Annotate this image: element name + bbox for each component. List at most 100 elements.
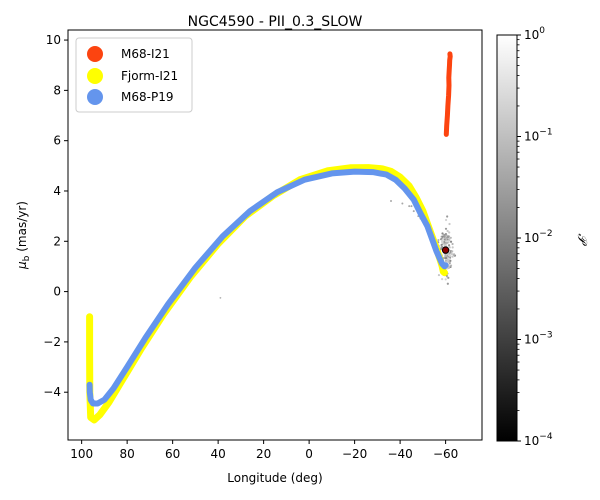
density-point <box>448 239 451 242</box>
x-tick-label: 100 <box>70 447 93 461</box>
density-point <box>451 246 454 249</box>
density-point <box>444 218 448 222</box>
legend-marker-fjorm-i21 <box>87 68 103 84</box>
density-point <box>441 235 444 238</box>
chart-title: NGC4590 - PII_0.3_SLOW <box>188 14 363 30</box>
density-point <box>447 276 450 279</box>
x-tick-label: −20 <box>342 447 367 461</box>
density-point <box>443 240 446 244</box>
density-point <box>450 252 453 255</box>
x-axis: 100 80 60 40 20 0 −20 −40 −60 <box>70 440 458 461</box>
x-tick-label: 80 <box>120 447 135 461</box>
density-point <box>451 242 454 246</box>
density-point <box>440 246 443 249</box>
density-point <box>445 256 448 260</box>
highlight-layer <box>441 246 450 254</box>
colorbar-tick-label: 10−2 <box>524 229 553 245</box>
density-point <box>447 235 450 239</box>
density-point <box>446 229 449 233</box>
density-point <box>401 202 404 205</box>
x-tick-label: 20 <box>256 447 271 461</box>
legend-marker-m68-p19 <box>87 89 103 105</box>
x-tick-label: −40 <box>387 447 412 461</box>
density-point <box>450 250 453 253</box>
density-point <box>390 200 393 203</box>
density-point <box>441 241 444 244</box>
legend-label-fjorm-i21: Fjorm-I21 <box>121 69 178 83</box>
y-axis-label-symbol: μ <box>15 261 29 270</box>
density-point <box>442 237 445 240</box>
legend-label-m68-i21: M68-I21 <box>121 47 170 61</box>
colorbar-label: 𝒫 <box>574 233 589 246</box>
x-tick-label: 60 <box>165 447 180 461</box>
density-point <box>448 261 451 264</box>
density-point <box>447 244 451 247</box>
legend-box <box>75 37 193 113</box>
y-tick-label: 4 <box>53 184 61 198</box>
density-point <box>446 258 449 261</box>
density-point <box>451 255 454 258</box>
x-axis-label: Longitude (deg) <box>227 471 322 485</box>
y-tick-label: 2 <box>53 234 61 248</box>
colorbar-gradient <box>496 34 518 442</box>
density-point <box>441 278 444 281</box>
x-tick-label: −60 <box>433 447 458 461</box>
density-point <box>444 278 447 281</box>
y-tick-label: −2 <box>43 335 61 349</box>
colorbar-tick-label: 100 <box>524 26 545 42</box>
colorbar-tick-label: 10−3 <box>524 331 553 347</box>
density-point <box>447 241 450 244</box>
highlight-point <box>441 246 450 254</box>
series-line-m68-p19 <box>86 168 449 407</box>
density-point <box>443 235 446 238</box>
density-point <box>446 215 449 218</box>
density-point <box>444 242 447 245</box>
density-point <box>446 282 449 285</box>
density-point <box>408 205 411 208</box>
density-point <box>449 254 452 257</box>
density-point <box>449 240 453 243</box>
y-axis-label-units: (mas/yr) <box>15 201 29 256</box>
density-point <box>448 222 451 226</box>
density-point <box>452 253 455 257</box>
density-point <box>447 253 450 256</box>
density-point <box>445 234 448 237</box>
density-point <box>448 246 451 249</box>
colorbar-tick-label: 10−1 <box>524 128 553 144</box>
y-tick-label: 8 <box>53 83 61 97</box>
density-point <box>441 232 444 235</box>
legend-marker-m68-i21 <box>87 46 103 62</box>
density-point <box>437 238 440 242</box>
series-layer <box>86 51 453 424</box>
legend: M68-I21 Fjorm-I21 M68-P19 <box>75 37 193 113</box>
x-tick-label: 40 <box>210 447 225 461</box>
colorbar: 10−4 10−3 10−2 10−1 100 𝒫 <box>496 26 589 448</box>
y-tick-label: 6 <box>53 134 61 148</box>
legend-label-m68-p19: M68-P19 <box>121 90 173 104</box>
density-point <box>448 237 451 240</box>
y-tick-label: −4 <box>43 385 61 399</box>
density-point <box>437 273 441 277</box>
plot-frame <box>67 29 483 441</box>
density-point <box>440 243 443 246</box>
series-line-m68-i21 <box>443 51 453 137</box>
density-point <box>447 266 450 269</box>
y-axis-label: μb (mas/yr) <box>15 201 32 270</box>
density-point <box>445 237 448 240</box>
density-point <box>448 231 451 234</box>
density-point <box>219 296 222 299</box>
y-axis: −4 −2 0 2 4 6 8 10 <box>43 33 68 399</box>
y-tick-label: 10 <box>46 33 61 47</box>
y-tick-label: 0 <box>53 285 61 299</box>
y-axis-label-subscript: b <box>22 255 32 261</box>
density-point <box>412 210 415 213</box>
colorbar-tick-label: 10−4 <box>524 432 553 448</box>
density-point <box>410 205 413 208</box>
density-point <box>443 233 446 237</box>
x-tick-label: 0 <box>305 447 313 461</box>
density-point <box>444 227 448 230</box>
density-point <box>449 264 453 267</box>
colorbar-ticks: 10−4 10−3 10−2 10−1 100 <box>517 26 553 448</box>
density-point <box>444 244 447 247</box>
